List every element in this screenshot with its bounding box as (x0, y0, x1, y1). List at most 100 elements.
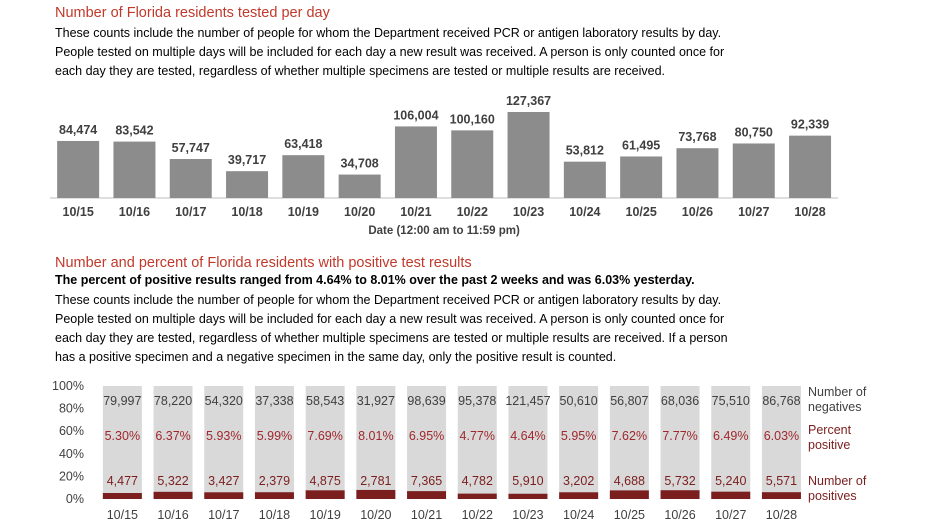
positives-bar (559, 492, 599, 499)
x-tick-label: 10/25 (614, 508, 645, 522)
percent-positive-label: 6.03% (764, 429, 799, 443)
chart2-description: These counts include the number of peopl… (55, 291, 915, 367)
negatives-label: 56,807 (610, 394, 648, 408)
x-tick-label: 10/28 (766, 508, 797, 522)
negatives-label: 86,768 (762, 394, 800, 408)
x-axis-title: Date (12:00 am to 11:59 pm) (368, 225, 520, 237)
x-tick-label: 10/18 (259, 508, 290, 522)
percent-positive-label: 4.77% (460, 429, 495, 443)
positives-label: 3,202 (563, 474, 594, 488)
positives-label: 2,781 (360, 474, 391, 488)
tested-bar (789, 135, 832, 198)
x-tick-label: 10/23 (512, 508, 543, 522)
x-tick-label: 10/24 (563, 508, 594, 522)
x-tick-label: 10/23 (513, 205, 544, 219)
positives-bar (254, 492, 294, 499)
tested-bar (57, 140, 100, 198)
y-tick-label: 60% (59, 424, 84, 438)
legend-positives-line: positives (808, 489, 857, 503)
chart1-description-line: People tested on multiple days will be i… (55, 45, 725, 59)
positives-label: 5,732 (664, 474, 695, 488)
percent-positive-label: 7.69% (307, 429, 342, 443)
positives-bar (356, 489, 396, 499)
tested-bar (282, 155, 325, 198)
negatives-label: 50,610 (560, 394, 598, 408)
x-tick-label: 10/22 (457, 205, 488, 219)
positives-bar (305, 490, 345, 499)
legend-percent-positive-line: Percent (808, 423, 852, 437)
chart2-description-line: has a positive specimen and a negative s… (55, 350, 617, 364)
positives-label: 4,477 (107, 474, 138, 488)
y-tick-label: 100% (52, 379, 84, 393)
data-label: 127,367 (506, 94, 551, 108)
percent-positive-label: 6.37% (155, 429, 190, 443)
negatives-bar (508, 386, 548, 499)
chart2-description-line: These counts include the number of peopl… (55, 293, 722, 307)
negatives-bar (153, 386, 193, 499)
data-label: 63,418 (284, 137, 322, 151)
negatives-bar (761, 386, 801, 499)
tested-bar (507, 112, 550, 198)
tested-bar (732, 143, 775, 198)
x-tick-label: 10/16 (119, 205, 150, 219)
negatives-label: 58,543 (306, 394, 344, 408)
x-tick-label: 10/28 (794, 205, 825, 219)
tested-bar (113, 141, 156, 198)
positives-label: 4,782 (462, 474, 493, 488)
data-label: 92,339 (791, 118, 829, 132)
x-tick-label: 10/21 (411, 508, 442, 522)
tested-bar (676, 148, 719, 198)
positives-label: 2,379 (259, 474, 290, 488)
positives-label: 5,322 (157, 474, 188, 488)
data-label: 61,495 (622, 138, 660, 152)
positives-bar (407, 491, 447, 499)
percent-positive-label: 7.62% (612, 429, 647, 443)
x-tick-label: 10/20 (344, 205, 375, 219)
chart1-description: These counts include the number of peopl… (55, 24, 915, 81)
x-tick-label: 10/16 (157, 508, 188, 522)
data-label: 57,747 (172, 141, 210, 155)
positives-bar (102, 493, 142, 499)
tested-bar (394, 126, 437, 198)
data-label: 100,160 (450, 112, 495, 126)
negatives-bar (305, 386, 345, 499)
legend-negatives-line: Number of (808, 385, 867, 399)
chart2-title: Number and percent of Florida residents … (55, 255, 472, 271)
negatives-bar (102, 386, 142, 499)
data-label: 39,717 (228, 153, 266, 167)
x-tick-label: 10/17 (208, 508, 239, 522)
percent-positive-label: 5.93% (206, 429, 241, 443)
x-tick-label: 10/26 (664, 508, 695, 522)
data-label: 80,750 (735, 125, 773, 139)
percent-positive-label: 8.01% (358, 429, 393, 443)
x-tick-label: 10/17 (175, 205, 206, 219)
positivity-summary: The percent of positive results ranged f… (55, 273, 695, 287)
negatives-bar (609, 386, 649, 499)
negatives-label: 95,378 (458, 394, 496, 408)
negatives-label: 37,338 (255, 394, 293, 408)
x-tick-label: 10/26 (682, 205, 713, 219)
positives-bar (660, 490, 700, 499)
tested-bar (169, 159, 212, 198)
x-tick-label: 10/27 (738, 205, 769, 219)
data-label: 84,474 (59, 123, 97, 137)
percent-positive-label: 5.30% (105, 429, 140, 443)
tested-bar (451, 130, 494, 198)
chart1-description-line: These counts include the number of peopl… (55, 26, 722, 40)
x-tick-label: 10/18 (231, 205, 262, 219)
negatives-bar (711, 386, 751, 499)
legend-negatives-line: negatives (808, 400, 862, 414)
negatives-label: 121,457 (505, 394, 550, 408)
legend-percent-positive: Percent positive (808, 423, 852, 452)
data-label: 34,708 (341, 157, 379, 171)
x-tick-label: 10/19 (288, 205, 319, 219)
positives-label: 4,875 (310, 474, 341, 488)
percent-positive-label: 5.95% (561, 429, 596, 443)
tested-bar (226, 171, 269, 198)
legend-positives-line: Number of (808, 474, 867, 488)
data-label: 73,768 (678, 130, 716, 144)
negatives-label: 31,927 (357, 394, 395, 408)
positives-label: 4,688 (614, 474, 645, 488)
